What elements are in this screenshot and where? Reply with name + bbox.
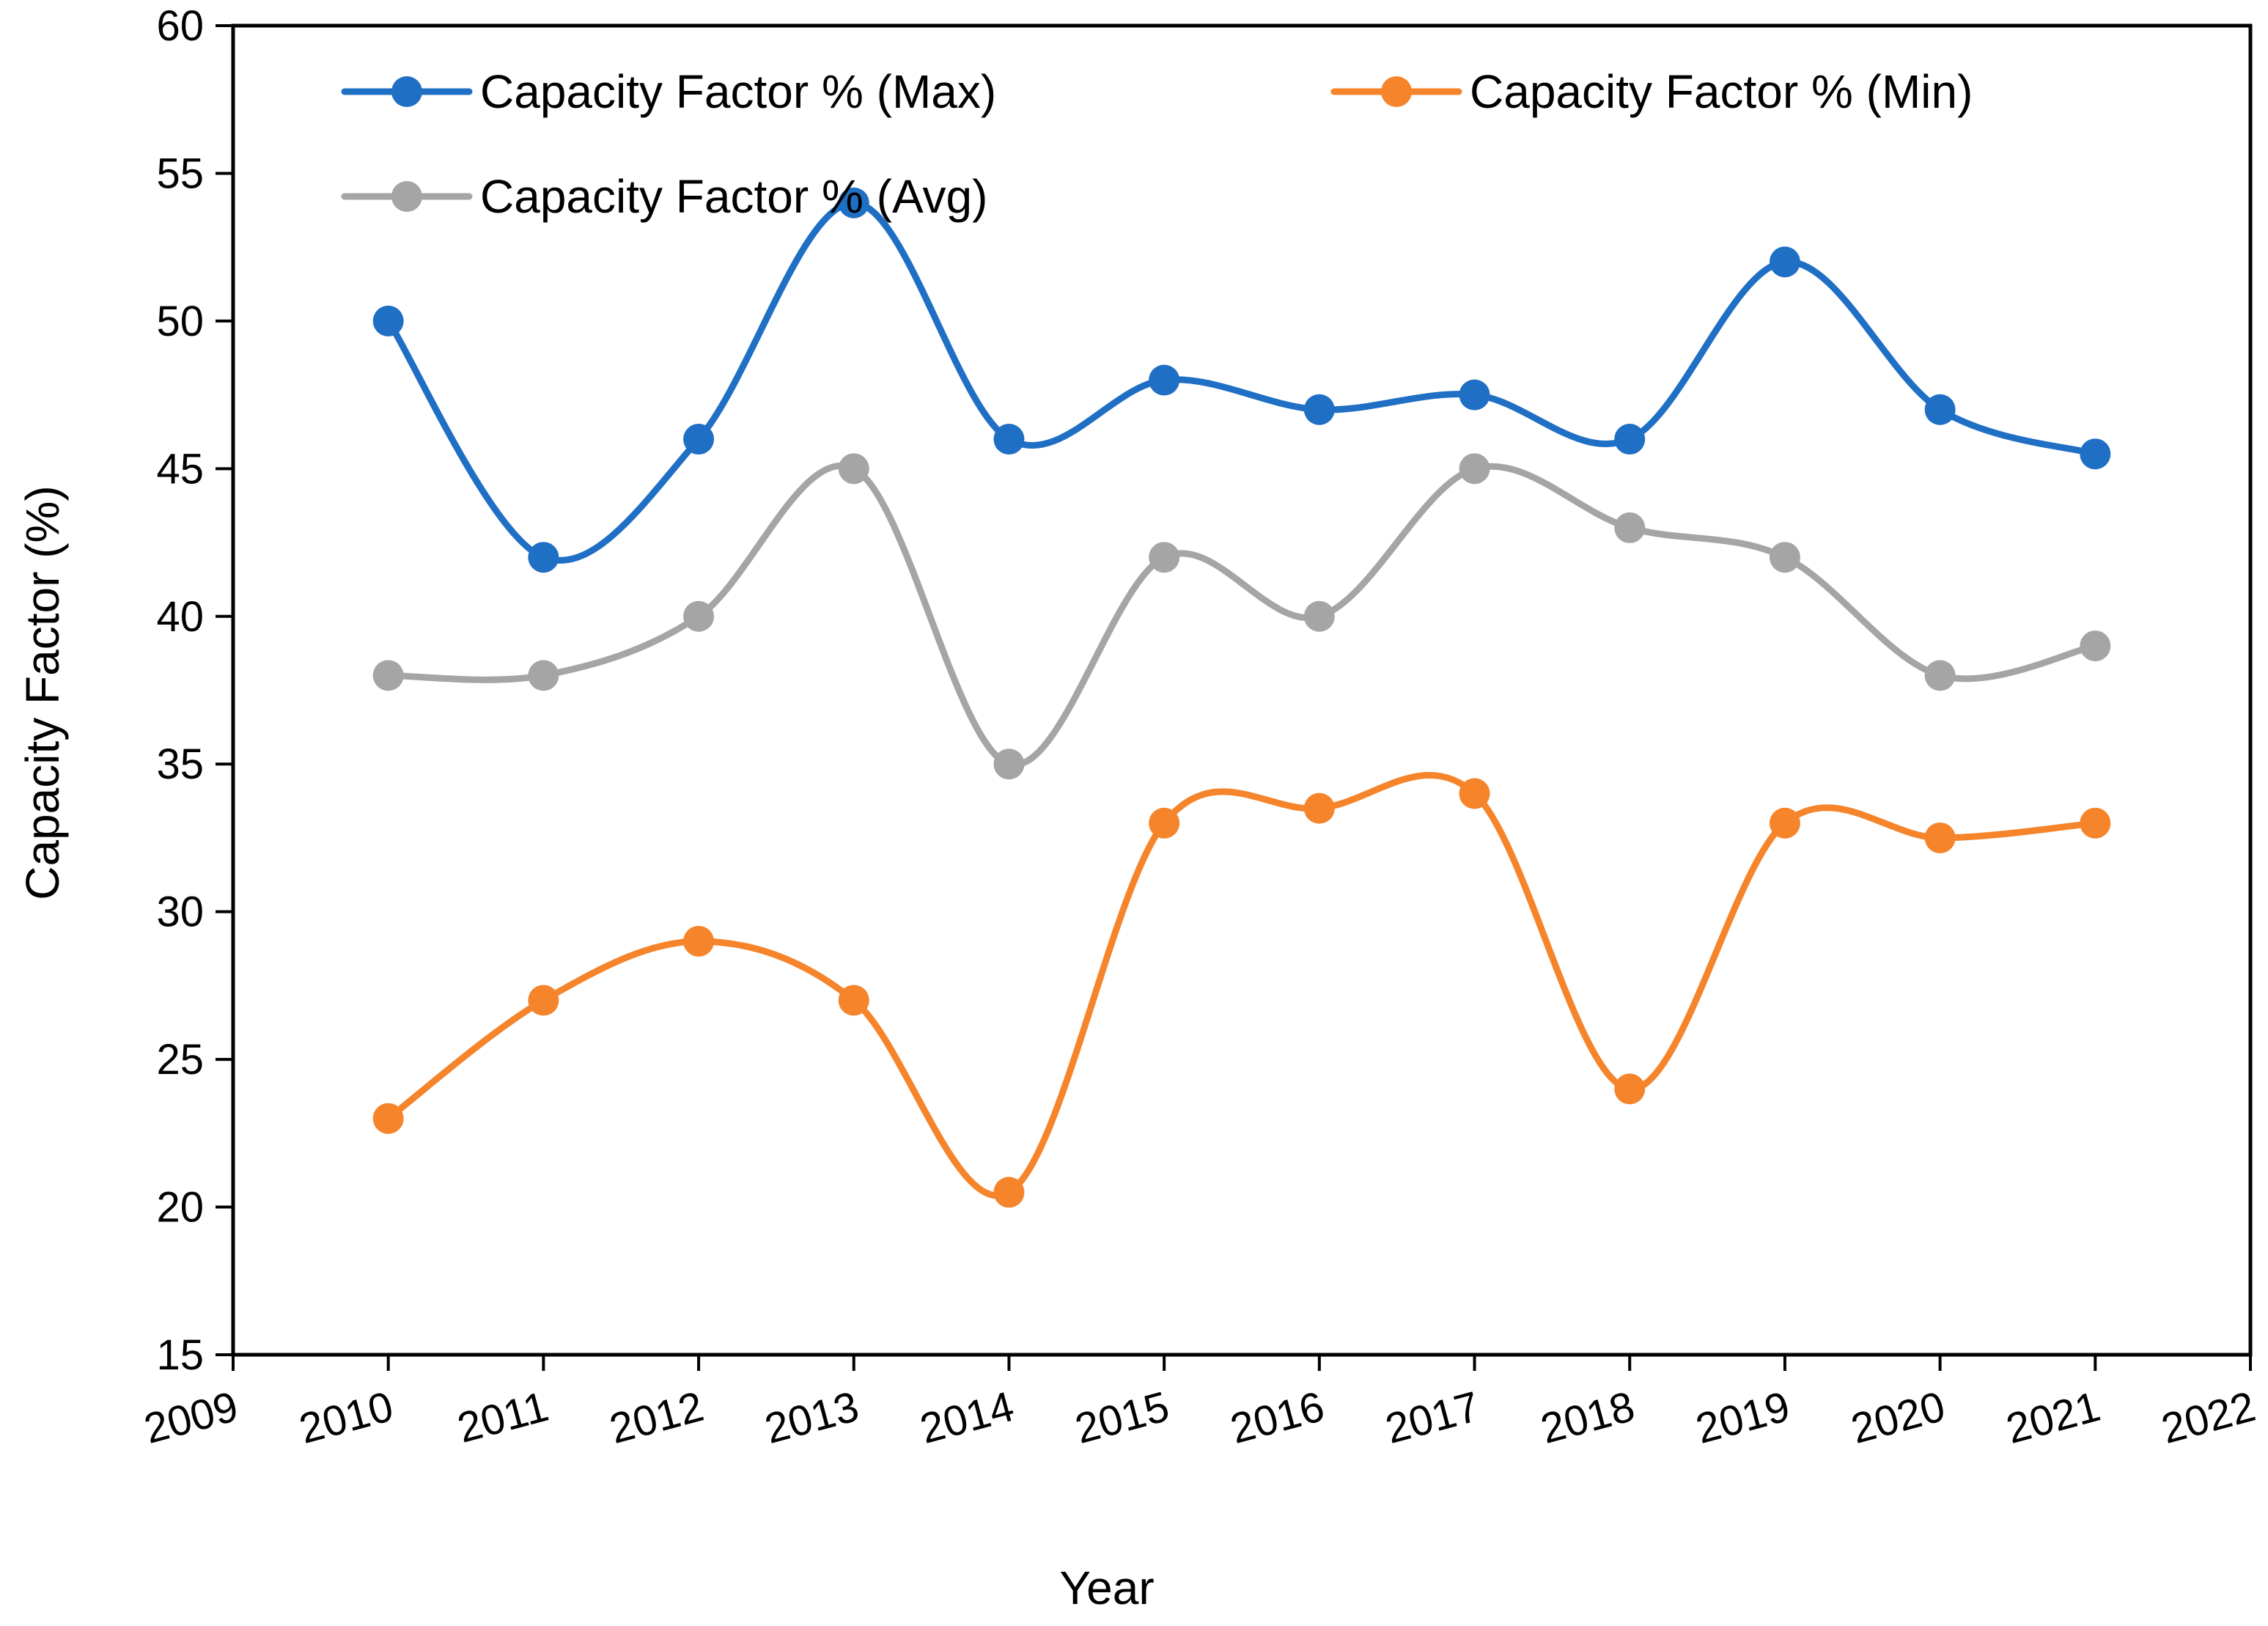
x-tick-label: 2014 xyxy=(915,1383,1018,1453)
data-point-avg xyxy=(993,748,1025,780)
x-tick-label: 2011 xyxy=(452,1383,553,1452)
y-tick-label: 35 xyxy=(156,740,204,788)
x-tick-label: 2022 xyxy=(2157,1383,2260,1453)
x-tick-label: 2013 xyxy=(760,1383,864,1453)
data-point-avg xyxy=(1769,542,1800,573)
series-min xyxy=(372,771,2111,1208)
legend-label: Capacity Factor % (Avg) xyxy=(480,170,987,223)
data-point-max xyxy=(1769,246,1800,278)
y-tick-label: 45 xyxy=(156,445,204,493)
data-point-min xyxy=(1769,807,1800,839)
x-tick-label: 2010 xyxy=(295,1383,398,1453)
legend-item-min: Capacity Factor % (Min) xyxy=(1330,65,1973,118)
data-point-min xyxy=(528,985,559,1016)
legend-item-max: Capacity Factor % (Max) xyxy=(341,65,996,118)
y-tick-label: 25 xyxy=(156,1036,204,1084)
data-point-min xyxy=(1303,792,1335,824)
y-tick-label: 15 xyxy=(156,1331,204,1379)
y-axis-title: Capacity Factor (%) xyxy=(16,485,69,900)
data-point-avg xyxy=(1149,542,1180,573)
data-point-min xyxy=(838,985,869,1016)
data-point-avg xyxy=(372,660,404,691)
data-point-min xyxy=(1459,778,1490,809)
x-tick-label: 2012 xyxy=(605,1383,708,1453)
series-line-avg xyxy=(385,463,2099,768)
legend-swatch-marker xyxy=(391,76,422,107)
x-tick-label: 2019 xyxy=(1691,1383,1794,1453)
legend-swatch-marker xyxy=(391,181,422,212)
data-point-min xyxy=(2080,807,2111,839)
data-point-avg xyxy=(1459,453,1490,485)
x-axis-title: Year xyxy=(1059,1561,1154,1614)
y-tick-label: 30 xyxy=(156,889,204,936)
legend-swatch-marker xyxy=(1381,76,1412,107)
data-point-max xyxy=(372,305,404,336)
x-tick-label: 2020 xyxy=(1847,1383,1950,1453)
data-point-min xyxy=(1149,807,1180,839)
data-point-min xyxy=(993,1177,1025,1208)
data-point-min xyxy=(1614,1073,1646,1105)
series-max xyxy=(372,187,2111,573)
data-point-max xyxy=(1459,379,1490,411)
x-tick-label: 2009 xyxy=(139,1383,243,1453)
x-tick-label: 2021 xyxy=(2001,1383,2105,1453)
data-point-avg xyxy=(1303,600,1335,632)
x-tick-label: 2018 xyxy=(1536,1383,1639,1453)
data-point-max xyxy=(683,424,715,455)
series-line-min xyxy=(385,771,2099,1199)
data-point-avg xyxy=(838,453,869,485)
x-tick-label: 2017 xyxy=(1380,1383,1484,1453)
data-point-min xyxy=(1924,822,1956,853)
data-point-min xyxy=(683,925,715,957)
data-point-avg xyxy=(1614,512,1646,543)
data-point-max xyxy=(838,187,869,218)
data-point-avg xyxy=(528,660,559,691)
series-line-max xyxy=(385,199,2099,564)
y-tick-label: 60 xyxy=(156,2,204,50)
y-tick-label: 50 xyxy=(156,298,204,345)
y-tick-label: 20 xyxy=(156,1184,204,1232)
legend-label: Capacity Factor % (Max) xyxy=(480,65,996,118)
data-point-min xyxy=(372,1103,404,1134)
data-point-max xyxy=(1303,394,1335,425)
series-avg xyxy=(372,453,2111,780)
data-point-max xyxy=(1924,394,1956,425)
data-point-max xyxy=(1149,364,1180,396)
data-point-max xyxy=(993,424,1025,455)
data-point-avg xyxy=(2080,630,2111,662)
data-point-avg xyxy=(683,600,715,632)
legend-item-avg: Capacity Factor % (Avg) xyxy=(341,170,987,223)
y-tick-label: 40 xyxy=(156,593,204,641)
x-tick-label: 2016 xyxy=(1226,1383,1329,1453)
x-tick-label: 2015 xyxy=(1070,1383,1174,1453)
legend-label: Capacity Factor % (Min) xyxy=(1470,65,1973,118)
plot-area xyxy=(231,23,2253,1357)
data-point-max xyxy=(1614,424,1646,455)
data-point-max xyxy=(2080,438,2111,470)
data-point-max xyxy=(528,542,559,573)
data-point-avg xyxy=(1924,660,1956,691)
y-tick-label: 55 xyxy=(156,150,204,197)
